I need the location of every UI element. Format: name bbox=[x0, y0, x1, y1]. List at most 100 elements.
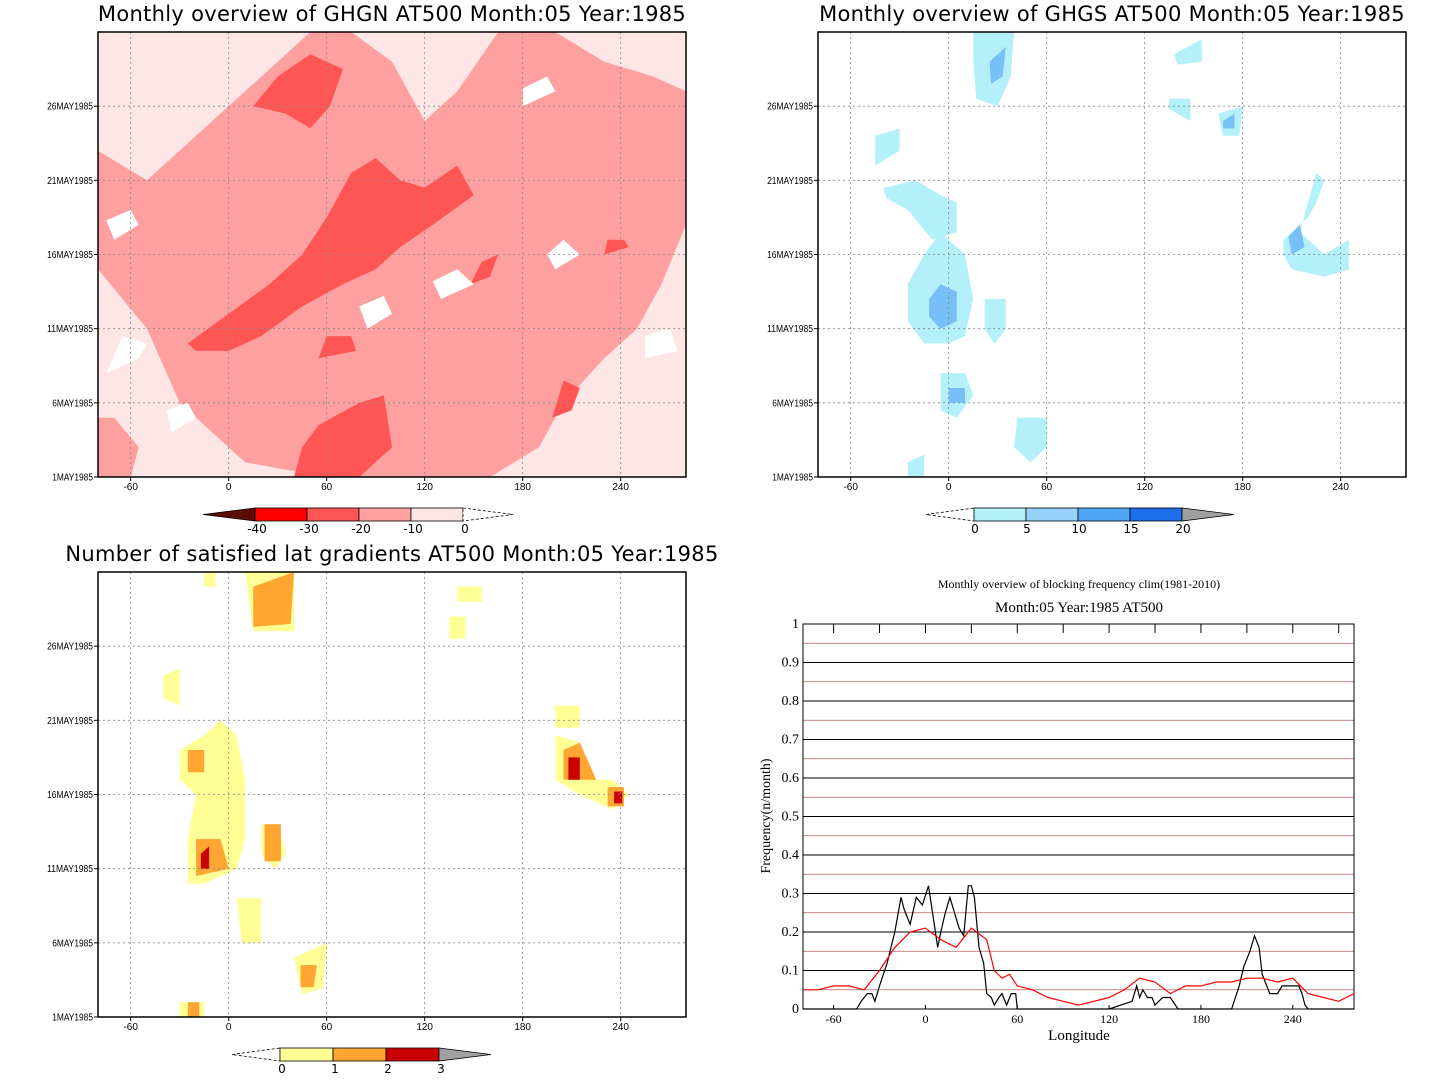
y-tick-label: 11MAY1985 bbox=[47, 324, 93, 335]
x-tick-label: 180 bbox=[514, 1022, 531, 1033]
contour-region-1 bbox=[555, 705, 580, 728]
contour-region-1 bbox=[457, 586, 482, 602]
x-tick-label: 60 bbox=[321, 1022, 333, 1033]
contour-region--20 bbox=[294, 395, 392, 477]
y-tick-label: 0.5 bbox=[782, 810, 800, 825]
chart-title: Monthly overview of GHGN AT500 Month:05 … bbox=[98, 2, 686, 26]
colorbar: 0 1 2 3 bbox=[231, 1047, 492, 1076]
y-tick-label: 21MAY1985 bbox=[47, 716, 93, 727]
contour-region-2 bbox=[187, 750, 205, 773]
colorbar-triangle-high bbox=[438, 1047, 492, 1062]
y-tick-label: 0.4 bbox=[782, 848, 800, 863]
y-axis-label: Frequency(n/month) bbox=[759, 758, 774, 873]
y-tick-label: 26MAY1985 bbox=[47, 102, 93, 113]
y-tick-label: 21MAY1985 bbox=[767, 176, 813, 187]
contour-region-1 bbox=[236, 898, 262, 943]
x-tick-label: 60 bbox=[1041, 482, 1053, 493]
series-line-1 bbox=[803, 927, 1355, 1006]
colorbar-label: -30 bbox=[299, 522, 319, 536]
contour-region-5 bbox=[948, 388, 965, 403]
contour-region-0 bbox=[1283, 172, 1349, 277]
y-tick-label: 0.2 bbox=[782, 925, 800, 940]
contour-region-1 bbox=[163, 668, 180, 706]
colorbar-label: 1 bbox=[331, 1062, 339, 1076]
x-tick-label: 180 bbox=[514, 482, 531, 493]
colorbar-label: 10 bbox=[1071, 522, 1086, 536]
x-tick-label: -60 bbox=[826, 1012, 842, 1026]
y-tick-label: 1MAY1985 bbox=[52, 473, 93, 484]
x-tick-label: 180 bbox=[1234, 482, 1251, 493]
colorbar-box bbox=[1077, 507, 1131, 522]
colorbar-triangle-high bbox=[462, 507, 514, 522]
contour-region-5 bbox=[929, 284, 957, 329]
contour-region-3 bbox=[200, 846, 210, 869]
colorbar-triangle-low bbox=[231, 1047, 281, 1062]
contour-region--10 bbox=[98, 417, 139, 477]
colorbar-label: 2 bbox=[384, 1062, 392, 1076]
contour-region-5 bbox=[989, 46, 1006, 84]
colorbar-triangle-low bbox=[202, 507, 256, 522]
contour-region-1 bbox=[449, 616, 466, 639]
colorbar-box bbox=[410, 507, 464, 522]
colorbar-label: 15 bbox=[1123, 522, 1138, 536]
y-tick-label: 1 bbox=[792, 617, 799, 632]
contour-region-3 bbox=[614, 791, 623, 804]
y-tick-label: 21MAY1985 bbox=[47, 176, 93, 187]
x-tick-label: 240 bbox=[612, 482, 629, 493]
contour-region-0 bbox=[359, 296, 392, 329]
y-tick-label: 0.1 bbox=[782, 964, 800, 979]
y-tick-label: 0.3 bbox=[782, 887, 800, 902]
colorbar-box bbox=[385, 1047, 440, 1062]
contour-region-0 bbox=[875, 128, 900, 166]
chart-title: Monthly overview of GHGS AT500 Month:05 … bbox=[819, 2, 1405, 26]
contour-region--20 bbox=[604, 239, 629, 255]
contour-region--20 bbox=[318, 336, 357, 359]
colorbar-label: -20 bbox=[351, 522, 371, 536]
colorbar-label: 3 bbox=[437, 1062, 445, 1076]
map-panel-2: -60 0 60 120 180 2401MAY19856MAY198511MAY1985… bbox=[47, 542, 718, 1076]
y-tick-label: 6MAY1985 bbox=[52, 398, 93, 409]
x-tick-label: 240 bbox=[612, 1022, 629, 1033]
contour-region-2 bbox=[300, 965, 317, 988]
contour-region-2 bbox=[264, 824, 281, 862]
y-tick-label: 6MAY1985 bbox=[772, 398, 813, 409]
y-tick-label: 0.8 bbox=[782, 694, 800, 709]
x-tick-label: 120 bbox=[416, 482, 433, 493]
contour-region-0 bbox=[1174, 39, 1202, 65]
colorbar-label: -40 bbox=[247, 522, 267, 536]
colorbar-label: -10 bbox=[403, 522, 423, 536]
contour-region-2 bbox=[187, 1002, 200, 1017]
y-tick-label: 6MAY1985 bbox=[52, 938, 93, 949]
contour-region-5 bbox=[1223, 113, 1235, 129]
contour-region-0 bbox=[106, 336, 147, 374]
colorbar-triangle-high bbox=[1181, 507, 1235, 522]
colorbar-box bbox=[358, 507, 412, 522]
x-tick-label: 120 bbox=[1136, 482, 1153, 493]
chart-subtitle: Month:05 Year:1985 AT500 bbox=[995, 600, 1163, 616]
x-tick-label: 240 bbox=[1332, 482, 1349, 493]
contour-region-0 bbox=[984, 299, 1006, 344]
x-tick-label: -60 bbox=[843, 482, 858, 493]
colorbar-box bbox=[254, 507, 308, 522]
y-tick-label: 0.7 bbox=[782, 733, 800, 748]
contour-fills bbox=[875, 32, 1349, 477]
colorbar-label: 20 bbox=[1175, 522, 1190, 536]
colorbar-box bbox=[332, 1047, 387, 1062]
y-tick-label: 11MAY1985 bbox=[767, 324, 813, 335]
colorbar-label: 5 bbox=[1023, 522, 1031, 536]
y-tick-label: 16MAY1985 bbox=[47, 790, 93, 801]
contour-region-1 bbox=[204, 572, 216, 587]
contour-region-0 bbox=[522, 76, 556, 107]
colorbar-label: 0 bbox=[278, 1062, 286, 1076]
y-tick-label: 0 bbox=[792, 1002, 799, 1017]
line-chart-panel: -60 0 60 120 180 240 0 0.1 0.2 0.3 0.4 0.5 0.6 0.7 0.8… bbox=[759, 577, 1355, 1044]
y-tick-label: 1MAY1985 bbox=[772, 473, 813, 484]
series-line-0 bbox=[803, 885, 1354, 1010]
x-tick-label: 180 bbox=[1192, 1012, 1210, 1026]
colorbar: -40 -30 -20 -10 0 bbox=[202, 507, 514, 536]
contour-region--20 bbox=[187, 158, 474, 351]
x-tick-label: 120 bbox=[1100, 1012, 1118, 1026]
contour-region-5 bbox=[1288, 224, 1305, 255]
contour-region-0 bbox=[166, 402, 196, 433]
